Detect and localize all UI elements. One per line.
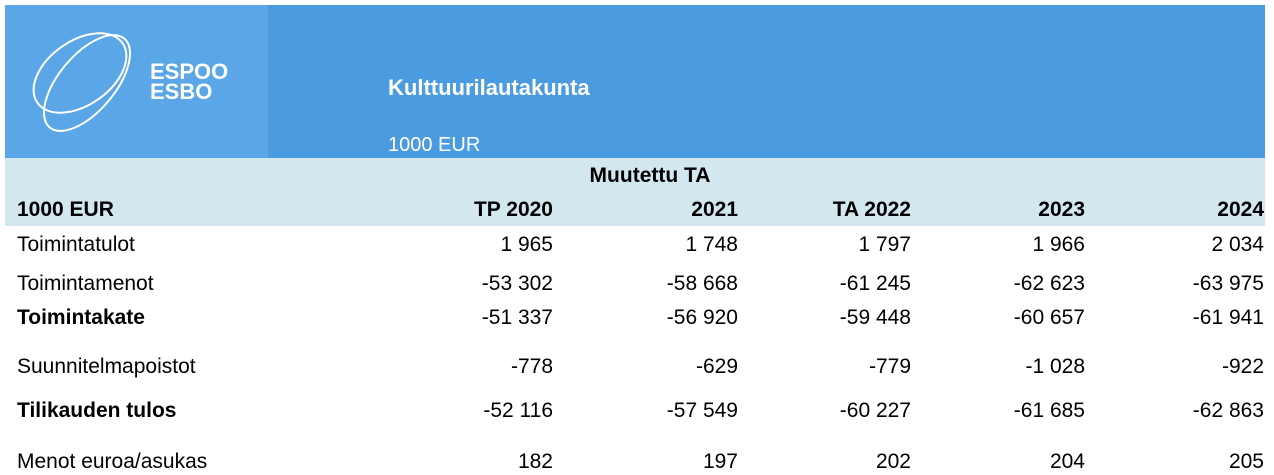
logo-text: ESPOO [150,59,229,84]
column-header: 2024 [1217,198,1264,221]
column-header: 2021 [691,198,738,221]
column-header: 1000 EUR [17,198,114,221]
logo-area [5,5,268,158]
cell: 2 034 [1211,233,1264,256]
row-label: Toimintamenot [17,272,154,295]
title: Kulttuurilautakunta [388,75,590,100]
cell: -922 [1221,355,1264,378]
unit: 1000 EUR [388,134,481,156]
cell: -779 [868,355,911,378]
row-label: Toimintatulot [17,233,135,256]
cell: 1 748 [685,233,738,256]
cell: 1 966 [1032,233,1085,256]
row-label: Menot euroa/asukas [17,450,208,473]
cell: -63 975 [1192,272,1264,295]
cell: 1 797 [858,233,911,256]
cell: -52 116 [483,399,553,422]
cell: -61 245 [839,272,911,295]
column-header-band [5,158,1265,226]
cell: 204 [1049,450,1085,473]
cell: -59 448 [839,306,911,329]
cell: 1 965 [500,233,553,256]
cell: -57 549 [666,399,738,422]
logo-text: ESBO [150,79,213,104]
column-header: TA 2022 [832,198,911,221]
column-header: TP 2020 [473,198,553,221]
group-header: Muutettu TA [589,164,711,187]
cell: -53 302 [481,272,553,295]
cell: -629 [695,355,738,378]
column-header: 2023 [1038,198,1085,221]
cell: 182 [517,450,553,473]
row-label: Suunnitelmapoistot [17,355,196,378]
cell: -58 668 [666,272,738,295]
cell: -60 227 [839,399,911,422]
cell: -62 863 [1192,399,1264,422]
cell: 205 [1228,450,1264,473]
cell: 197 [702,450,738,473]
cell: -56 920 [666,306,738,329]
cell: -778 [510,355,553,378]
logo-mark [32,32,132,132]
cell: -62 623 [1013,272,1085,295]
cell: -1 028 [1025,355,1085,378]
cell: -60 657 [1013,306,1085,329]
cell: -61 685 [1013,399,1085,422]
cell: 202 [875,450,911,473]
row-label: Toimintakate [17,306,145,329]
row-label: Tilikauden tulos [17,399,177,422]
cell: -61 941 [1192,306,1264,329]
cell: -51 337 [481,306,553,329]
